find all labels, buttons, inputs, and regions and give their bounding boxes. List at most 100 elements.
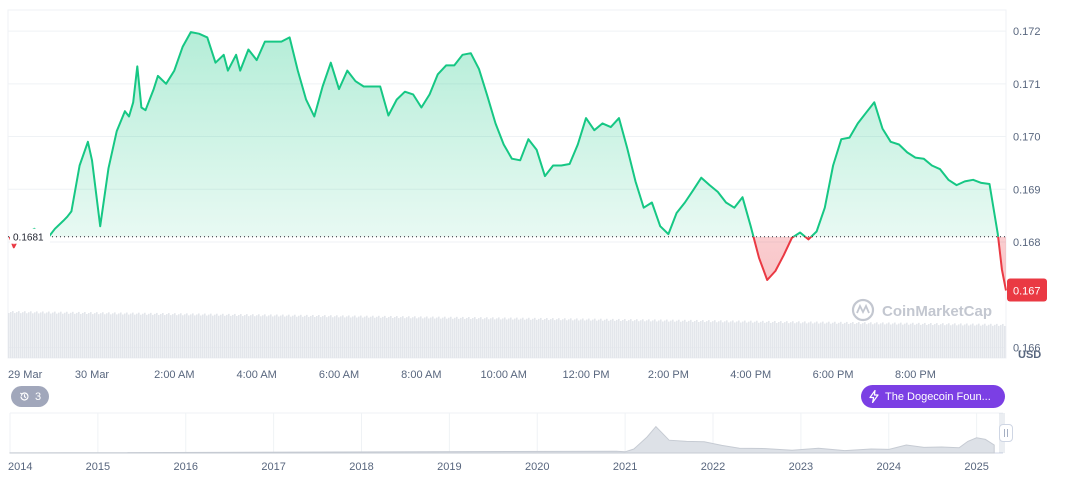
- volume-bar: [518, 319, 520, 358]
- volume-bar: [828, 321, 830, 358]
- price-area: [9, 32, 1006, 291]
- volume-bar: [350, 317, 352, 358]
- navigator-handle[interactable]: [999, 424, 1013, 442]
- volume-bar: [316, 316, 318, 358]
- volume-bar: [806, 323, 808, 358]
- volume-bar: [180, 313, 182, 358]
- volume-bar: [880, 323, 882, 358]
- volume-bar: [284, 316, 286, 358]
- volume-bar: [824, 323, 826, 358]
- volume-bar: [782, 323, 784, 358]
- volume-bar: [444, 316, 446, 358]
- volume-bar: [614, 320, 616, 358]
- volume-bar: [140, 314, 142, 358]
- volume-bar: [624, 319, 626, 358]
- volume-bar: [474, 317, 476, 358]
- volume-bar: [104, 314, 106, 358]
- volume-bar: [738, 320, 740, 358]
- volume-bar: [280, 315, 282, 358]
- overview-area: [9, 425, 995, 454]
- volume-bar: [244, 315, 246, 358]
- events-badge[interactable]: 3: [11, 386, 49, 407]
- volume-bar: [112, 313, 114, 358]
- volume-bar: [64, 312, 66, 358]
- volume-bar: [876, 322, 878, 358]
- volume-bar: [924, 322, 926, 358]
- volume-bar: [952, 324, 954, 358]
- volume-bar: [768, 320, 770, 358]
- volume-bar: [836, 323, 838, 358]
- volume-bar: [480, 317, 482, 358]
- volume-bar: [804, 321, 806, 358]
- volume-bar: [600, 318, 602, 358]
- volume-bar: [780, 321, 782, 358]
- volume-bar: [408, 316, 410, 358]
- volume-bar: [706, 321, 708, 358]
- volume-bar: [466, 317, 468, 358]
- volume-bar: [184, 314, 186, 358]
- volume-bar: [920, 324, 922, 358]
- volume-bar: [114, 312, 116, 358]
- volume-bar: [542, 319, 544, 358]
- news-pill[interactable]: The Dogecoin Foun...: [861, 385, 1005, 408]
- overview-tick-label: 2014: [8, 461, 32, 473]
- volume-bar: [142, 313, 144, 358]
- volume-bar: [664, 320, 666, 358]
- volume-bar: [820, 322, 822, 358]
- volume-bar: [8, 313, 10, 358]
- volume-bar: [252, 314, 254, 358]
- volume-bar: [850, 322, 852, 358]
- volume-bar: [44, 313, 46, 358]
- volume-bar: [492, 317, 494, 358]
- volume-bar: [714, 320, 716, 358]
- volume-bar: [978, 323, 980, 358]
- volume-bar: [970, 324, 972, 358]
- volume-bar: [198, 313, 200, 358]
- volume-bar: [776, 323, 778, 358]
- overview-navigator[interactable]: [9, 412, 1005, 454]
- volume-bar: [570, 318, 572, 358]
- volume-bar: [770, 322, 772, 358]
- volume-bar: [222, 313, 224, 358]
- volume-bar: [502, 318, 504, 358]
- volume-bar: [638, 321, 640, 358]
- volume-bar: [814, 322, 816, 358]
- volume-bar: [966, 323, 968, 358]
- volume-bar: [516, 317, 518, 358]
- price-area-up: [9, 32, 1006, 237]
- volume-bar: [496, 318, 498, 358]
- volume-bar: [12, 311, 14, 358]
- volume-bar: [208, 314, 210, 358]
- volume-bar: [778, 322, 780, 358]
- volume-bar: [894, 322, 896, 358]
- volume-bar: [992, 325, 994, 358]
- volume-bar: [60, 311, 62, 358]
- volume-bar: [822, 321, 824, 358]
- volume-bar: [848, 323, 850, 358]
- volume-bar: [122, 314, 124, 358]
- price-line-up: [9, 31, 1000, 237]
- volume-bar: [130, 313, 132, 358]
- volume-bar: [196, 314, 198, 358]
- volume-bar: [728, 322, 730, 358]
- volume-bar: [106, 313, 108, 358]
- volume-bar: [844, 322, 846, 358]
- volume-bar: [702, 320, 704, 358]
- volume-bar: [854, 324, 856, 358]
- volume-bar: [634, 320, 636, 358]
- volume-bar: [982, 324, 984, 358]
- volume-bar: [796, 322, 798, 358]
- volume-bar: [800, 323, 802, 358]
- volume-bar: [418, 317, 420, 358]
- volume-bar: [716, 322, 718, 358]
- volume-bar: [726, 320, 728, 358]
- volume-bar: [566, 320, 568, 358]
- volume-bar: [264, 314, 266, 358]
- volume-bar: [660, 319, 662, 358]
- volume-bar: [584, 320, 586, 358]
- volume-bar: [990, 323, 992, 358]
- volume-bar: [846, 321, 848, 358]
- volume-bar: [332, 317, 334, 358]
